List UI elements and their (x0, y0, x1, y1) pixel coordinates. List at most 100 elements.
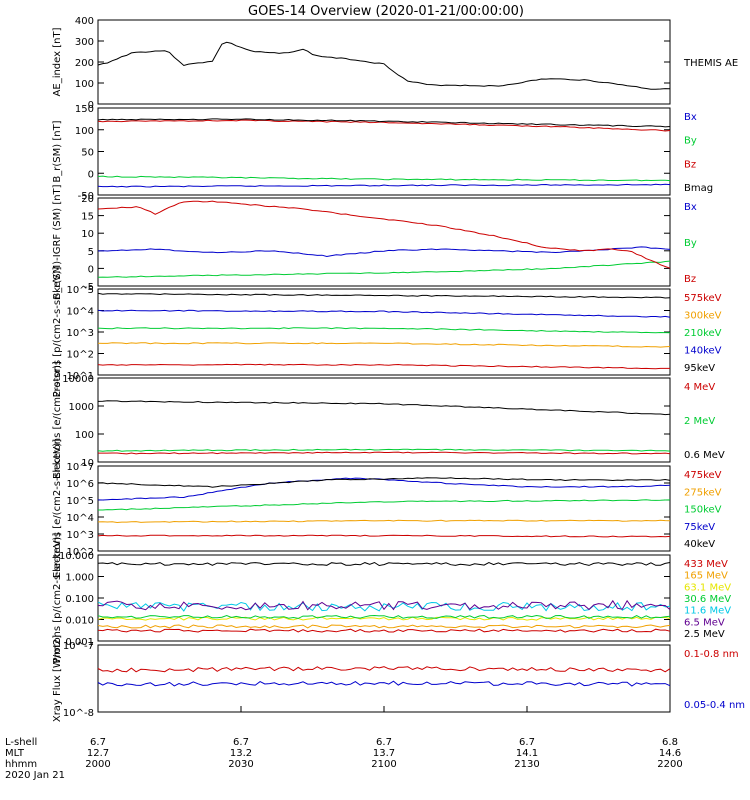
legend-label: 0.1-0.8 nm (684, 649, 739, 660)
legend-label: 0.05-0.4 nm (684, 700, 745, 711)
footer-mlt: 14.1 (516, 748, 538, 759)
y-axis-label: Electrons [e/(cm2-s-sr)] (52, 361, 63, 479)
legend-label: 300keV (684, 311, 722, 322)
legend-label: 75keV (684, 522, 715, 533)
panel-frame (97, 19, 671, 105)
series-line (97, 400, 671, 416)
legend-label: Bx (684, 112, 697, 123)
series-line (97, 666, 671, 673)
y-tick-label: 50 (81, 148, 94, 159)
series-line (97, 246, 671, 258)
series-line (97, 599, 671, 611)
panel-1: 400 300 200 100 0 AE_index [nT] THEMIS AE (52, 16, 738, 111)
y-tick-label: 10^6 (67, 479, 94, 490)
footer-row-label: hhmm (5, 759, 37, 770)
y-tick-label: 10^5 (67, 285, 94, 296)
footer-row-label: L-shell (5, 737, 37, 748)
footer-hhmm: 2100 (371, 759, 396, 770)
y-tick-label: 10^-7 (63, 641, 94, 652)
panel-6: 10^7 10^6 10^5 10^4 10^3 10^2 Electrons [e/(cm… (52, 439, 722, 578)
series-line (97, 616, 671, 621)
y-tick-label: 0 (88, 169, 94, 180)
y-tick-label: 0.100 (65, 594, 94, 605)
series-line (97, 309, 671, 318)
series-line (97, 292, 671, 299)
figure-title: GOES-14 Overview (2020-01-21/00:00:00) (248, 4, 524, 19)
y-tick-label: 100 (75, 430, 94, 441)
footer-hhmm: 2000 (85, 759, 110, 770)
y-tick-label: 400 (75, 16, 94, 27)
y-tick-label: 10^4 (67, 513, 94, 524)
series-line (97, 519, 671, 524)
series-line (98, 499, 671, 511)
y-tick-label: 100 (75, 79, 94, 90)
series-line (97, 534, 671, 538)
y-tick-label: 300 (75, 37, 94, 48)
legend-label: 0.6 MeV (684, 450, 725, 461)
legend-label: 140keV (684, 346, 722, 357)
series-line (97, 601, 671, 612)
panel-4: 10^5 10^4 10^3 10^2 10^1 Protons [p/(cm2-s-sr… (52, 267, 722, 398)
y-tick-label: 10^3 (67, 328, 94, 339)
legend-label: 6.5 MeV (684, 617, 725, 628)
y-tick-label: 20 (81, 194, 94, 205)
panel-frame (97, 197, 671, 287)
legend-label: 475keV (684, 470, 722, 481)
y-tick-label: 10^4 (67, 307, 94, 318)
footer-lshell: 6.7 (233, 737, 249, 748)
y-axis-label: B_r(SM)-IGRF (SM) [nT] (52, 184, 63, 299)
y-axis-label: Protons [p/(cm2-s-sr-keV)] (52, 533, 63, 664)
series-line (97, 118, 671, 128)
y-tick-label: 1000 (69, 402, 94, 413)
series-line (97, 342, 671, 348)
panel-frame (97, 644, 671, 713)
legend-label: By (684, 238, 697, 249)
legend-label: Bx (684, 202, 697, 213)
legend-label: 150keV (684, 505, 722, 516)
panel-frame (97, 554, 671, 642)
y-tick-label: 10^2 (67, 547, 94, 558)
y-tick-label: 15 (81, 212, 94, 223)
footer-hhmm: 2200 (657, 759, 682, 770)
series-line (97, 260, 671, 278)
legend-label: Bz (684, 274, 696, 285)
legend-label: 2.5 MeV (684, 629, 725, 640)
y-tick-label: 10^1 (67, 371, 94, 382)
series-line (97, 327, 671, 334)
legend-label: Bz (684, 159, 696, 170)
footer-mlt: 12.7 (87, 748, 109, 759)
y-tick-label: 150 (75, 104, 94, 115)
panel-frame (97, 465, 671, 552)
legend-label: 165 MeV (684, 571, 728, 582)
y-tick-label: 10^3 (67, 530, 94, 541)
legend-label: 275keV (684, 487, 722, 498)
panel-5: 10000 1000 100 10 Electrons [e/(cm2-s-sr)] 4 … (52, 361, 725, 479)
series-line (97, 119, 671, 132)
legend-label: 40keV (684, 539, 715, 550)
y-tick-label: 1.000 (65, 573, 94, 584)
y-tick-label: 10^7 (67, 462, 94, 473)
series-line (97, 200, 671, 269)
footer-lshell: 6.7 (376, 737, 392, 748)
y-tick-label: 0 (88, 100, 94, 111)
panel-frame (97, 377, 671, 463)
series-line (97, 628, 671, 633)
legend-label: 575keV (684, 293, 722, 304)
y-tick-label: -5 (84, 282, 94, 293)
y-tick-label: 200 (75, 58, 94, 69)
footer-row-label: 2020 Jan 21 (5, 770, 65, 781)
y-tick-label: 10 (81, 458, 94, 469)
legend-label: By (684, 136, 697, 147)
legend-label: 30.6 MeV (684, 594, 731, 605)
y-tick-label: 10.000 (59, 551, 94, 562)
footer-lshell: 6.7 (519, 737, 535, 748)
legend-label: THEMIS AE (683, 58, 738, 69)
y-tick-label: 0.010 (65, 616, 94, 627)
series-line (97, 41, 671, 90)
series-line (97, 477, 671, 501)
footer-lshell: 6.8 (662, 737, 678, 748)
y-tick-label: 10 (81, 229, 94, 240)
y-tick-label: 10^-8 (63, 708, 94, 719)
